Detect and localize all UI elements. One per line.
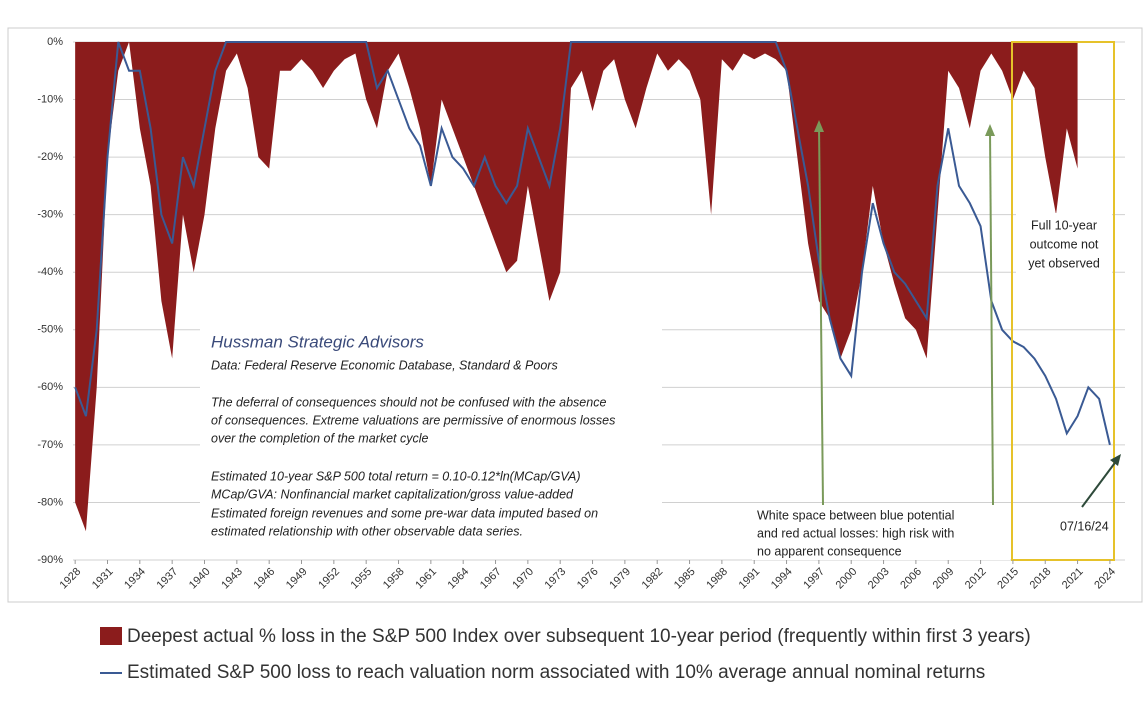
x-tick-label: 1988 [704, 566, 730, 592]
y-tick-label: -90% [37, 554, 63, 566]
x-tick-label: 1970 [510, 566, 536, 592]
x-tick-label: 2006 [898, 566, 924, 592]
info-line: Estimated 10-year S&P 500 total return =… [211, 469, 581, 483]
arrow [989, 129, 994, 506]
x-tick-label: 2015 [995, 566, 1021, 592]
annotation: 07/16/24 [1060, 519, 1109, 533]
info-line: MCap/GVA: Nonfinancial market capitaliza… [211, 487, 574, 501]
estimate-line [74, 41, 1111, 446]
y-tick-label: -10% [37, 93, 63, 105]
x-tick-label: 2003 [866, 566, 892, 592]
x-tick-label: 1997 [801, 566, 827, 592]
arrow-head [814, 120, 824, 132]
y-tick-label: -70% [37, 439, 63, 451]
annotation: Full 10-year [1031, 218, 1097, 232]
x-tick-label: 2009 [931, 566, 957, 592]
x-tick-label: 1946 [252, 566, 278, 592]
arrow-head [1110, 454, 1121, 466]
info-line: The deferral of consequences should not … [211, 395, 606, 409]
annotation: White space between blue potential [757, 508, 954, 522]
x-tick-label: 1949 [284, 566, 310, 592]
info-line: estimated relationship with other observ… [211, 524, 523, 538]
x-tick-label: 1928 [58, 566, 84, 592]
x-tick-label: 1952 [316, 566, 342, 592]
legend-label: Deepest actual % loss in the S&P 500 Ind… [127, 626, 1031, 647]
info-box [200, 328, 662, 546]
x-tick-label: 1955 [349, 566, 375, 592]
info-line: over the completion of the market cycle [211, 431, 429, 445]
note-bg [752, 506, 1010, 560]
legend-swatch [100, 627, 122, 645]
chart-frame [7, 27, 1143, 603]
x-tick-label: 1979 [607, 566, 633, 592]
y-tick-label: -20% [37, 151, 63, 163]
x-tick-label: 1961 [413, 566, 439, 592]
highlight-box [1011, 41, 1115, 561]
x-tick-label: 1973 [543, 566, 569, 592]
info-line: of consequences. Extreme valuations are … [211, 413, 615, 427]
x-tick-label: 1931 [90, 566, 116, 592]
x-tick-label: 1994 [769, 566, 795, 592]
y-tick-label: 0% [47, 36, 63, 48]
loss-area [75, 42, 1078, 532]
x-tick-label: 1940 [187, 566, 213, 592]
y-tick-label: -80% [37, 496, 63, 508]
x-tick-label: 1958 [381, 566, 407, 592]
x-tick-label: 1967 [478, 566, 504, 592]
arrow [818, 124, 824, 506]
x-tick-label: 2021 [1060, 566, 1086, 592]
x-tick-label: 1982 [640, 566, 666, 592]
x-tick-label: 2012 [963, 566, 989, 592]
arrow [1081, 459, 1118, 508]
info-line: Estimated foreign revenues and some pre-… [211, 506, 598, 520]
y-tick-label: -40% [37, 266, 63, 278]
y-tick-label: -30% [37, 209, 63, 221]
x-tick-label: 1964 [446, 566, 472, 592]
annotation: yet observed [1028, 256, 1100, 270]
annotation: outcome not [1030, 237, 1099, 251]
x-tick-label: 1976 [575, 566, 601, 592]
info-title: Hussman Strategic Advisors [211, 332, 424, 351]
x-tick-label: 2000 [834, 566, 860, 592]
y-tick-label: -60% [37, 381, 63, 393]
x-tick-label: 1985 [672, 566, 698, 592]
x-tick-label: 1934 [122, 566, 148, 592]
annotation: no apparent consequence [757, 544, 902, 558]
legend-label: Estimated S&P 500 loss to reach valuatio… [127, 662, 985, 683]
x-tick-label: 1943 [219, 566, 245, 592]
arrow-head [985, 124, 995, 136]
annotation: and red actual losses: high risk with [757, 526, 954, 540]
x-tick-label: 1991 [737, 566, 763, 592]
note-bg [1016, 213, 1112, 273]
x-tick-label: 2018 [1028, 566, 1054, 592]
x-tick-label: 1937 [155, 566, 181, 592]
x-tick-label: 2024 [1092, 566, 1118, 592]
info-line: Data: Federal Reserve Economic Database,… [211, 358, 558, 372]
y-tick-label: -50% [37, 324, 63, 336]
